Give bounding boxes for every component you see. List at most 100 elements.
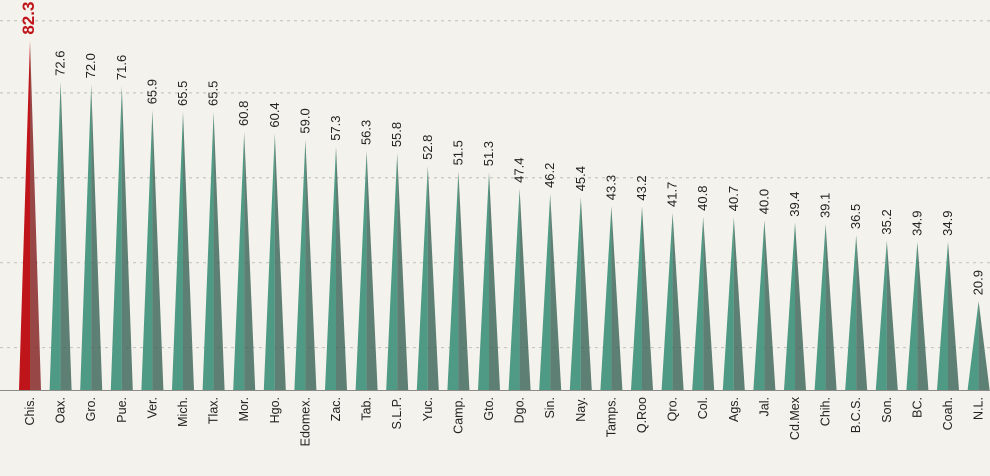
bar-face (386, 153, 398, 390)
bar-face (416, 165, 428, 390)
value-label: 45.4 (573, 166, 588, 191)
bar-face (875, 240, 887, 390)
category-label: Coah. (941, 397, 955, 430)
bar-shade (703, 216, 715, 390)
value-label: 36.5 (848, 204, 863, 229)
bar-0 (19, 40, 41, 390)
bar-1 (49, 81, 72, 390)
category-label: Oax. (54, 397, 68, 423)
bar-14 (447, 171, 470, 390)
bar-shade (672, 213, 684, 390)
value-label: 56.3 (359, 120, 374, 145)
category-label: Gro. (84, 397, 98, 421)
bar-shade (336, 146, 347, 390)
value-label: 41.7 (665, 182, 680, 207)
bar-face (80, 84, 92, 391)
bar-shade (825, 224, 837, 390)
value-label: 55.8 (389, 122, 404, 147)
bar-shade (978, 301, 990, 390)
bar-24 (753, 220, 776, 390)
bar-22 (692, 216, 715, 390)
category-label: Sin. (543, 397, 557, 419)
value-label: 43.2 (634, 175, 649, 200)
value-label: 60.4 (267, 102, 282, 127)
bar-shade (397, 153, 409, 390)
bar-face (539, 193, 551, 390)
bar-27 (845, 235, 868, 390)
bar-21 (661, 213, 684, 390)
bar-face (19, 40, 30, 390)
bar-30 (937, 241, 959, 390)
bar-shade (152, 110, 164, 391)
bar-face (784, 222, 795, 390)
category-label: Qro. (666, 397, 680, 421)
bar-shade (244, 131, 256, 390)
bar-shade (458, 171, 470, 390)
bar-25 (784, 222, 806, 390)
bar-shade (366, 151, 378, 390)
category-label: Tlax. (207, 397, 221, 424)
bar-shade (183, 111, 194, 390)
category-label: Jal. (757, 397, 771, 416)
bar-face (49, 81, 61, 390)
bar-face (478, 172, 489, 390)
bar-2 (80, 84, 103, 391)
bar-shade (611, 206, 623, 390)
category-label: Q.Roo (635, 397, 649, 433)
category-label: Dgo. (513, 397, 527, 423)
category-label: Yuc. (421, 397, 435, 421)
value-label: 34.9 (940, 211, 955, 236)
bar-face (692, 216, 704, 390)
bar-face (631, 206, 642, 390)
bar-shade (948, 241, 959, 390)
bar-face (937, 241, 948, 390)
bar-face (447, 171, 459, 390)
bar-15 (478, 172, 500, 390)
bar-12 (386, 153, 409, 390)
value-label: 39.1 (818, 193, 833, 218)
bar-shade (30, 40, 41, 390)
category-label: Son. (880, 397, 894, 423)
value-label: 82.3 (19, 2, 38, 35)
value-label: 40.8 (695, 186, 710, 211)
category-label: Pue. (115, 397, 129, 423)
value-label: 52.8 (420, 135, 435, 160)
bar-face (906, 241, 918, 390)
bar-18 (569, 197, 592, 390)
bar-9 (294, 139, 317, 390)
bar-29 (906, 241, 929, 390)
bar-face (355, 151, 367, 390)
bar-shade (489, 172, 500, 390)
bar-3 (110, 86, 133, 390)
category-label: Zac. (329, 397, 343, 421)
value-label: 72.6 (53, 51, 68, 76)
bar-shade (519, 188, 531, 390)
bar-face (600, 206, 612, 390)
bar-17 (539, 193, 562, 390)
category-label: Tab. (360, 397, 374, 421)
value-label: 59.0 (297, 108, 312, 133)
value-label: 65.5 (175, 81, 190, 106)
bar-16 (508, 188, 531, 390)
category-label: Mich. (176, 397, 190, 427)
bar-face (753, 220, 765, 390)
value-label: 47.4 (512, 158, 527, 183)
bar-shade (580, 197, 592, 390)
value-label: 34.9 (909, 211, 924, 236)
category-label: Gto. (482, 397, 496, 421)
bar-5 (172, 111, 194, 390)
category-label: B.C.S. (849, 397, 863, 433)
bar-19 (600, 206, 623, 390)
bar-face (172, 111, 183, 390)
category-label: Hgo. (268, 397, 282, 423)
category-label-layer: Chis. Oax. Gro. Pue. Ver. Mich. Tlax. Mor. Hgo. E… (23, 396, 986, 446)
bar-31 (967, 301, 990, 390)
value-label-layer: 82.3 72.6 72.0 71.6 65.9 65.5 65.5 60.8 60.4 59.0… (19, 2, 986, 296)
bar-8 (263, 133, 286, 390)
value-label: 35.2 (879, 209, 894, 234)
category-label: S.L.P. (390, 397, 404, 429)
bar-face (661, 213, 673, 390)
value-label: 51.5 (450, 140, 465, 165)
category-label: Nay. (574, 397, 588, 422)
value-label: 39.4 (787, 191, 802, 216)
